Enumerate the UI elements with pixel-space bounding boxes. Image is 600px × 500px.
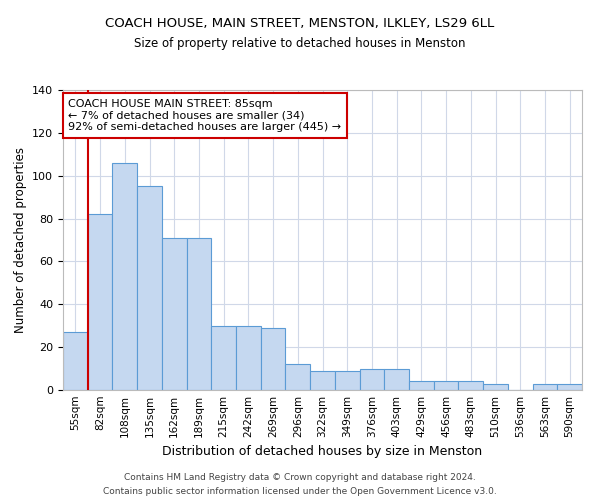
Bar [187,238,211,390]
Bar [63,332,88,390]
Bar [112,163,137,390]
Y-axis label: Number of detached properties: Number of detached properties [14,147,26,333]
Bar [533,384,557,390]
Bar [557,384,582,390]
Bar [310,370,335,390]
Bar [162,238,187,390]
Text: COACH HOUSE MAIN STREET: 85sqm
← 7% of detached houses are smaller (34)
92% of s: COACH HOUSE MAIN STREET: 85sqm ← 7% of d… [68,99,341,132]
Bar [483,384,508,390]
Bar [409,382,434,390]
Text: Contains public sector information licensed under the Open Government Licence v3: Contains public sector information licen… [103,488,497,496]
Bar [286,364,310,390]
Bar [236,326,261,390]
Bar [211,326,236,390]
Bar [359,368,384,390]
Bar [137,186,162,390]
X-axis label: Distribution of detached houses by size in Menston: Distribution of detached houses by size … [163,446,482,458]
Bar [458,382,483,390]
Text: Size of property relative to detached houses in Menston: Size of property relative to detached ho… [134,38,466,51]
Bar [335,370,359,390]
Bar [434,382,458,390]
Text: Contains HM Land Registry data © Crown copyright and database right 2024.: Contains HM Land Registry data © Crown c… [124,472,476,482]
Bar [261,328,286,390]
Bar [384,368,409,390]
Text: COACH HOUSE, MAIN STREET, MENSTON, ILKLEY, LS29 6LL: COACH HOUSE, MAIN STREET, MENSTON, ILKLE… [106,18,494,30]
Bar [88,214,112,390]
